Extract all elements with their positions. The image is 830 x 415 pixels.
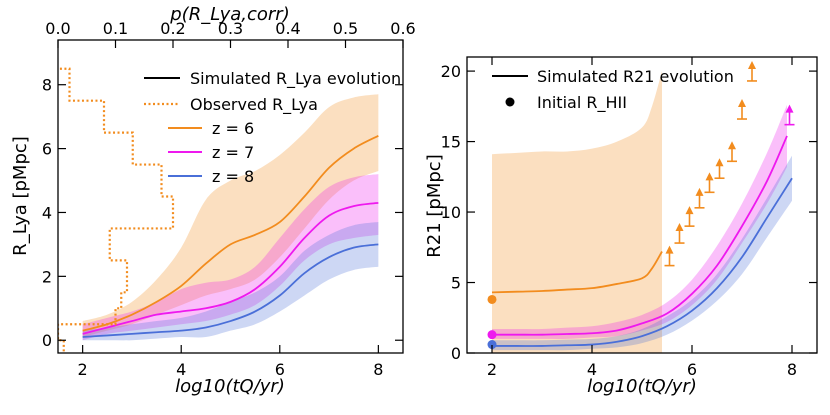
- right-lower-limit-arrow: [674, 223, 685, 244]
- legend-initial-dot: [505, 97, 515, 107]
- legend-z6-label: z = 6: [212, 119, 254, 138]
- left-line-z8: [82, 243, 379, 338]
- legend-r21-label: Simulated R21 evolution: [537, 67, 734, 86]
- right-lower-limit-arrow: [694, 187, 705, 209]
- left-x-tick-label: 6: [275, 360, 285, 379]
- right-y-tick-label: 15: [441, 133, 461, 152]
- legend-z7-label: z = 7: [212, 143, 254, 162]
- legend-initial-label: Initial R_HII: [537, 93, 627, 113]
- left-top-x-tick-label: 0.6: [390, 19, 415, 38]
- right-initial-point: [487, 294, 497, 304]
- left-y-tick-label: 4: [42, 203, 52, 222]
- left-y-tick-label: 2: [42, 267, 52, 286]
- right-band-z6: [492, 71, 662, 353]
- left-band-z6: [82, 94, 379, 338]
- right-lower-limit-arrow: [704, 172, 715, 194]
- right-lower-limit-arrow: [747, 60, 757, 82]
- right-lower-limit-arrow: [727, 141, 737, 163]
- legend-observed-label: Observed R_Lya: [190, 95, 318, 115]
- left-y-tick-label: 0: [42, 331, 52, 350]
- left-x-axis-label: log10(tQ/yr): [175, 376, 285, 397]
- left-y-tick-label: 6: [42, 140, 52, 159]
- left-band-z8: [82, 222, 379, 341]
- legend-z8-label: z = 8: [212, 167, 254, 186]
- right-lower-limit-arrow: [714, 158, 725, 180]
- right-x-tick-label: 6: [687, 360, 697, 379]
- left-chart: 2 4 6 8 0 2 4 6 8 0.0 0.1 0.2 0.3 0.4 0.5 0.6 Simulated…: [10, 4, 416, 397]
- right-line-z8: [492, 177, 793, 347]
- right-lower-limit-arrow: [784, 104, 795, 126]
- left-x-tick-label: 4: [176, 360, 186, 379]
- right-line-z7: [491, 135, 788, 336]
- right-lower-limit-arrow: [664, 245, 675, 267]
- right-x-tick-label: 2: [487, 360, 497, 379]
- left-y-tick-label: 8: [42, 76, 52, 95]
- right-x-axis-label: log10(tQ/yr): [587, 376, 697, 397]
- right-y-tick-label: 5: [451, 274, 461, 293]
- right-initial-point: [487, 330, 497, 340]
- right-line-z6: [491, 251, 663, 294]
- right-x-tick-label: 8: [787, 360, 797, 379]
- right-band-z7: [492, 104, 787, 340]
- left-top-x-axis-label: p(R_Lya,corr): [169, 4, 289, 25]
- right-initial-point: [487, 340, 497, 350]
- right-y-axis-label: R21 [pMpc]: [424, 154, 445, 257]
- right-plot-frame: [466, 56, 818, 354]
- left-line-z6: [82, 135, 379, 332]
- right-y-tick-label: 0: [451, 344, 461, 363]
- right-x-tick-label: 4: [587, 360, 597, 379]
- left-band-z7: [82, 174, 379, 341]
- right-legend: Simulated R21 evolution Initial R_HII: [492, 67, 734, 113]
- left-top-x-tick-label: 0.5: [333, 19, 358, 38]
- left-top-x-tick-label: 0.1: [103, 19, 128, 38]
- right-lower-limit-arrow: [684, 206, 695, 227]
- right-y-tick-label: 20: [441, 62, 461, 81]
- left-y-axis-label: R_Lya [pMpc]: [10, 136, 31, 256]
- left-line-z7: [82, 201, 379, 335]
- left-top-x-tick-label: 0.2: [160, 19, 185, 38]
- left-x-tick-label: 8: [373, 360, 383, 379]
- left-legend: Simulated R_Lya evolution Observed R_Lya…: [144, 69, 401, 186]
- left-x-tick-label: 2: [78, 360, 88, 379]
- legend-simulated-label: Simulated R_Lya evolution: [190, 69, 401, 89]
- left-top-x-tick-label: 0.0: [45, 19, 70, 38]
- right-chart: 2 4 6 8 0 5 10 15 20 Simulated R21 evolution Ini…: [424, 56, 818, 397]
- right-lower-limit-arrow: [737, 99, 747, 120]
- left-top-x-tick-label: 0.4: [275, 19, 300, 38]
- left-top-x-tick-label: 0.3: [218, 19, 243, 38]
- right-y-tick-label: 10: [441, 203, 461, 222]
